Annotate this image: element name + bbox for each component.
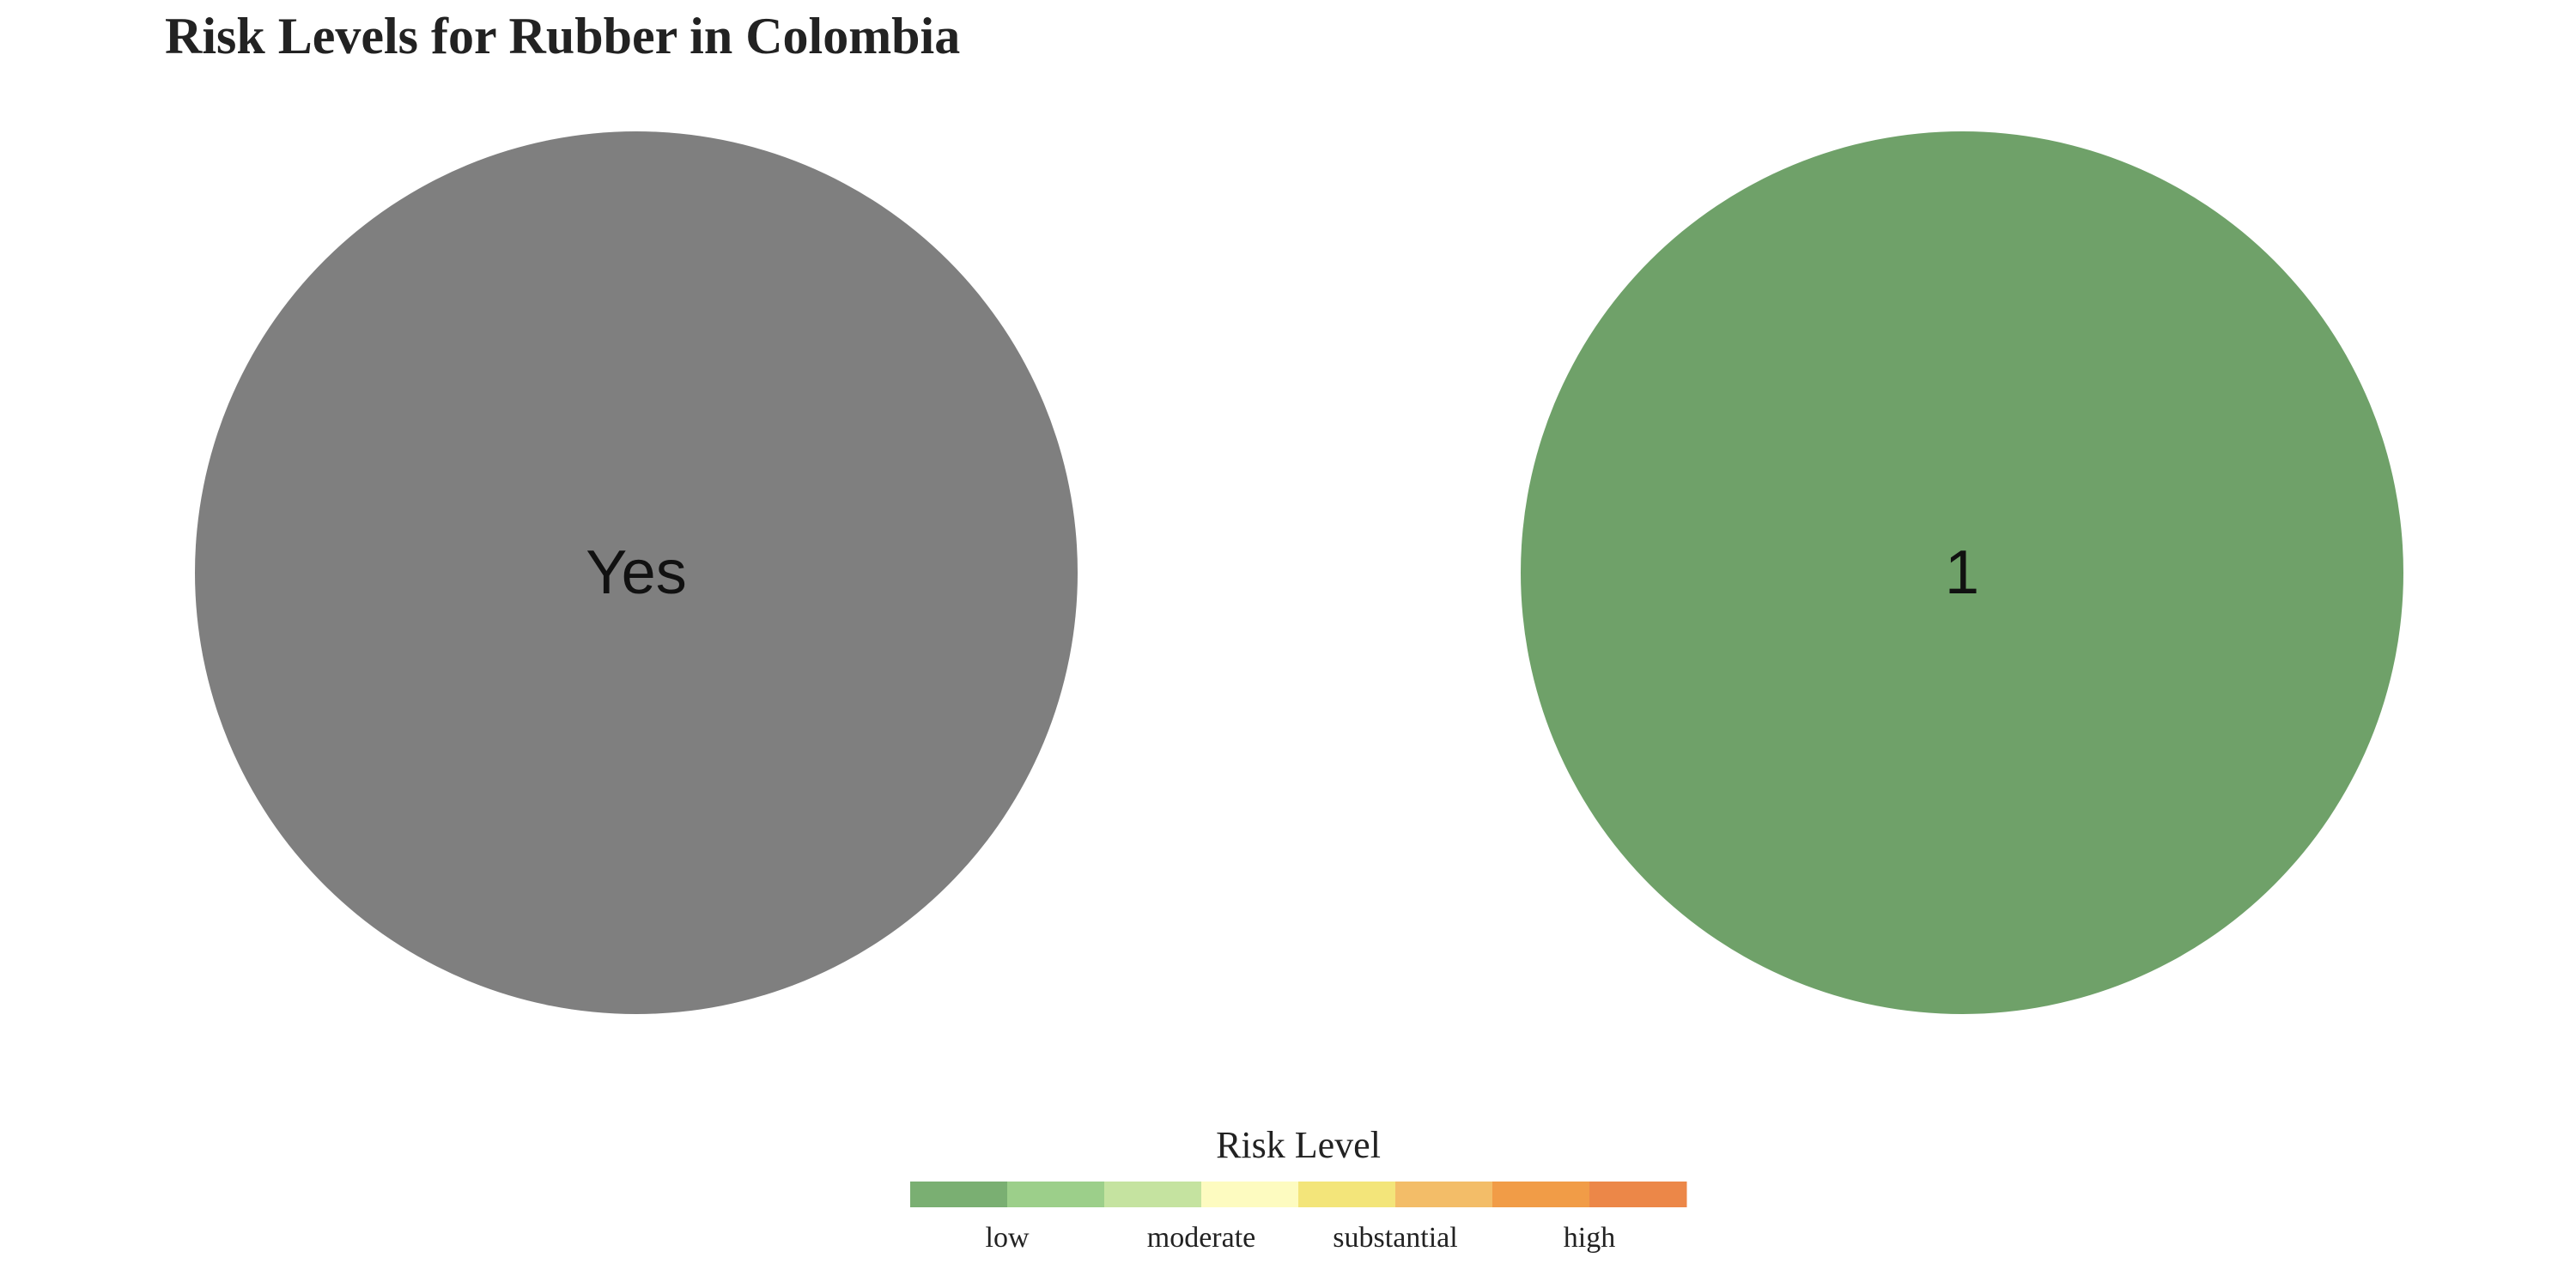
legend-tick-low: low: [986, 1222, 1030, 1254]
legend-swatch-5: [1298, 1182, 1396, 1207]
chart-title: Risk Levels for Rubber in Colombia: [165, 8, 961, 64]
pie-slice-1: [195, 131, 1078, 1014]
legend-swatch-3: [1104, 1182, 1202, 1207]
pie-slice-label-1: Yes: [586, 538, 686, 607]
pie-panel-1: Yes: [195, 131, 1078, 1014]
pie-slice-2: [1521, 131, 2403, 1014]
pie-slice-label-2: 1: [1945, 538, 1979, 607]
legend: Risk Level low moderate substantial high: [910, 1124, 1687, 1254]
legend-tick-substantial: substantial: [1333, 1222, 1457, 1254]
pie-panel-2: 1: [1521, 131, 2403, 1014]
legend-swatch-4: [1201, 1182, 1299, 1207]
legend-swatch-8: [1589, 1182, 1687, 1207]
legend-title: Risk Level: [1216, 1124, 1381, 1166]
legend-swatch-2: [1007, 1182, 1105, 1207]
legend-swatch-6: [1395, 1182, 1493, 1207]
legend-tick-moderate: moderate: [1147, 1222, 1256, 1254]
legend-tick-high: high: [1564, 1222, 1615, 1254]
legend-swatch-7: [1492, 1182, 1590, 1207]
legend-swatch-1: [910, 1182, 1008, 1207]
